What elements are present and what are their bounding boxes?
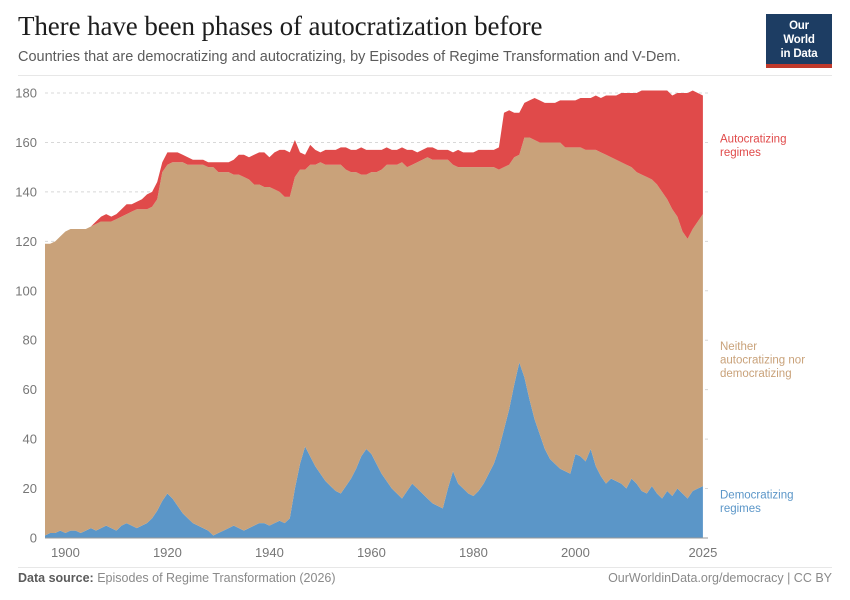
chart-legend: Autocratizing regimes Neither autocratizing… <box>720 133 805 515</box>
y-axis-tick-label: 120 <box>15 234 37 249</box>
y-axis-tick-label: 40 <box>23 432 37 447</box>
area-series[interactable] <box>45 90 703 244</box>
y-axis-tick-label: 80 <box>23 333 37 348</box>
x-axis-tick-label: 1940 <box>255 545 284 558</box>
data-source-value: Episodes of Regime Transformation (2026) <box>97 571 336 585</box>
owid-logo-line2: in Data <box>780 48 818 61</box>
y-axis-tick-label: 20 <box>23 481 37 496</box>
x-axis: 1900 1920 1940 1960 1980 2000 2025 <box>45 537 717 558</box>
y-axis-tick-label: 0 <box>30 531 37 546</box>
attribution-link[interactable]: OurWorldinData.org/democracy | CC BY <box>608 571 832 585</box>
legend-label[interactable]: Autocratizing <box>720 133 786 145</box>
header-divider <box>18 75 832 76</box>
chart-footer: Data source: Episodes of Regime Transfor… <box>18 571 832 591</box>
x-axis-tick-label: 2000 <box>561 545 590 558</box>
x-axis-tick-label: 1960 <box>357 545 386 558</box>
legend-label[interactable]: autocratizing nor <box>720 355 805 367</box>
area-series-layer <box>45 90 703 538</box>
data-source: Data source: Episodes of Regime Transfor… <box>18 571 336 585</box>
y-axis: 0 20 40 60 80 100 120 140 160 180 <box>15 86 37 546</box>
area-series[interactable] <box>45 137 703 536</box>
chart-area: 0 20 40 60 80 100 120 140 160 180 1900 1920 1940 196… <box>0 78 850 559</box>
legend-label[interactable]: Democratizing <box>720 489 794 501</box>
x-axis-tick-label: 1920 <box>153 545 182 558</box>
legend-label[interactable]: democratizing <box>720 368 792 380</box>
y-axis-tick-label: 160 <box>15 135 37 150</box>
legend-label[interactable]: regimes <box>720 503 761 515</box>
y-axis-tick-label: 140 <box>15 184 37 199</box>
stacked-area-chart[interactable]: 0 20 40 60 80 100 120 140 160 180 1900 1920 1940 196… <box>0 78 850 559</box>
y-axis-tick-label: 180 <box>15 86 37 101</box>
legend-label[interactable]: Neither <box>720 341 757 353</box>
chart-header: There have been phases of autocratizatio… <box>18 11 832 70</box>
x-axis-tick-label: 1980 <box>459 545 488 558</box>
x-axis-tick-label: 2025 <box>688 545 717 558</box>
area-series[interactable] <box>45 362 703 538</box>
data-source-label: Data source: <box>18 571 94 585</box>
page-title: There have been phases of autocratizatio… <box>18 11 543 41</box>
x-axis-tick-label: 1900 <box>51 545 80 558</box>
y-axis-tick-label: 100 <box>15 283 37 298</box>
y-axis-tick-label: 60 <box>23 382 37 397</box>
owid-logo-line1: Our World <box>783 20 815 47</box>
legend-label[interactable]: regimes <box>720 147 761 159</box>
page-subtitle: Countries that are democratizing and aut… <box>18 48 681 65</box>
footer-divider <box>18 567 832 568</box>
owid-logo[interactable]: Our World in Data <box>766 14 832 69</box>
